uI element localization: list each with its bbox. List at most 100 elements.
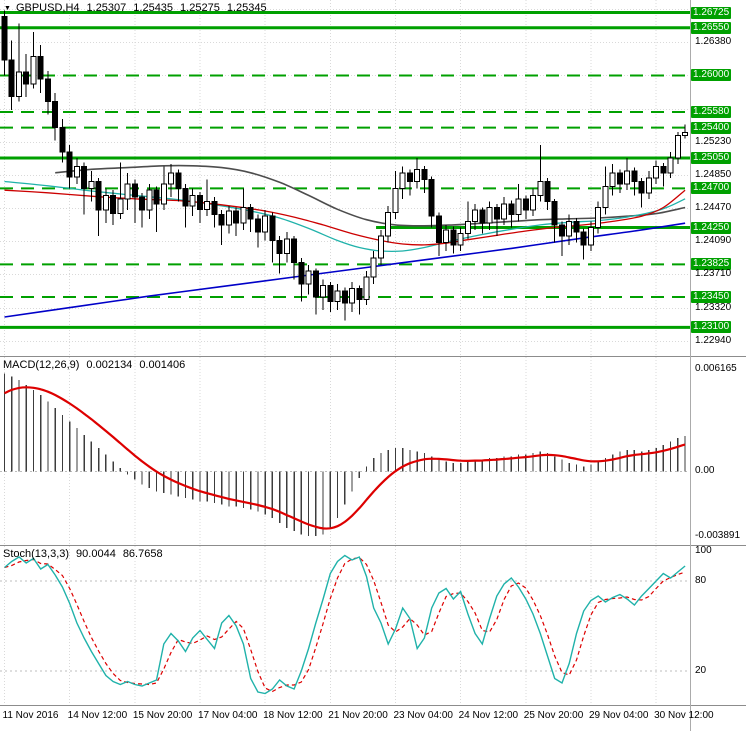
candle [218,213,225,226]
candle [624,170,631,185]
candle [595,207,602,229]
candle [631,170,638,182]
candle [37,55,44,80]
candle [139,196,146,211]
candle [59,127,66,153]
candle [377,235,384,259]
candle [327,285,334,302]
candle [110,194,117,215]
candle [146,189,153,211]
candle [435,215,442,243]
candle [196,194,203,210]
candle [406,172,413,182]
macd-indicator-header: MACD(12,26,9) 0.002134 0.001406 [3,359,185,371]
candle [211,200,218,215]
candle [464,220,471,235]
candle [558,224,565,237]
candle [15,71,22,97]
stoch-main-value: 90.0044 [76,548,116,560]
candle [530,194,537,211]
ma-dark [55,164,686,227]
candle [493,207,500,220]
candle [363,276,370,301]
candle [168,172,175,185]
ohlc-close: 1.25345 [226,2,267,14]
candle [124,183,131,200]
candle [667,157,674,174]
candle [602,186,609,209]
candle [544,180,551,202]
stoch-signal-value: 86.7658 [122,548,163,560]
stoch-label: Stoch(13,3,3) [3,548,70,560]
candle [674,134,681,159]
candle [23,71,30,85]
candle [573,220,580,233]
candle [537,180,544,196]
candle [645,177,652,194]
macd-main-value: 0.002134 [86,359,133,371]
candle [254,218,261,233]
candle [240,207,247,224]
ohlc-low: 1.25275 [180,2,220,14]
candle [580,231,587,246]
ohlc-high: 1.25435 [133,2,174,14]
candle [522,198,529,211]
candle [175,172,182,189]
candle [1,15,8,61]
candle [276,240,283,255]
candle [291,238,298,263]
candle [269,215,276,242]
candle [653,166,660,179]
candle [479,209,486,224]
candle [66,151,73,178]
candle [457,233,464,246]
macd-label: MACD(12,26,9) [3,359,80,371]
candle [515,198,522,215]
candle [682,131,689,137]
candle [609,172,616,188]
candle [450,229,457,246]
candle [551,200,558,226]
candle [95,180,102,211]
candle [486,207,493,224]
stoch-main-line [4,554,686,695]
candle [428,179,435,217]
candle [421,168,428,181]
candle [341,290,348,304]
candle [312,270,319,298]
candle [501,203,508,220]
ohlc-open: 1.25307 [86,2,127,14]
candle [616,172,623,185]
candle [414,168,421,182]
candle [233,210,240,224]
candle [443,229,450,243]
candle [334,290,341,302]
candle [385,212,392,237]
main-chart-header: ▼ GBPUSD,H4 1.25307 1.25435 1.25275 1.25… [4,2,267,14]
candle [225,210,232,226]
chart-symbol-icon: ▼ [4,5,11,12]
candle [472,209,479,222]
candle [131,183,138,198]
candle [189,194,196,207]
chart-title: GBPUSD,H4 [15,2,80,14]
candle [638,180,645,194]
candle [566,220,573,237]
stoch-signal-line [4,556,686,693]
candle [349,287,356,304]
candle [117,198,124,215]
candle [88,180,95,189]
candle [102,194,109,211]
candle [392,187,399,214]
macd-signal-value: 0.001406 [139,359,186,371]
candle [356,287,363,301]
candle [182,187,189,207]
candle [587,227,594,246]
candle [8,59,15,97]
candle [153,189,160,205]
candle [204,200,211,210]
candle [160,183,167,205]
candle [660,166,667,174]
